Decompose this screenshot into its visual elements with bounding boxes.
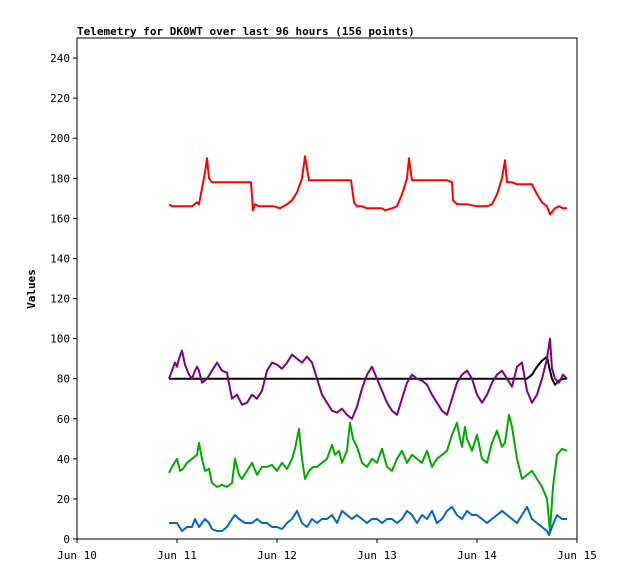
series-line-4: [168, 413, 568, 532]
x-tick-label: Jun 13: [357, 549, 397, 562]
y-tick-label: 240: [50, 52, 70, 65]
x-tick-label: Jun 10: [57, 549, 97, 562]
series-line-2: [169, 355, 567, 386]
y-tick-label: 120: [50, 293, 70, 306]
y-tick-label: 200: [50, 132, 70, 145]
chart-title: Telemetry for DK0WT over last 96 hours (…: [77, 25, 415, 38]
y-tick-label: 180: [50, 172, 70, 185]
y-tick-label: 160: [50, 212, 70, 225]
y-tick-label: 220: [50, 92, 70, 105]
x-tick-label: Jun 14: [457, 549, 497, 562]
series-line-1: [168, 155, 567, 216]
x-tick-label: Jun 11: [157, 549, 197, 562]
y-tick-label: 60: [57, 413, 70, 426]
y-tick-label: 100: [50, 333, 70, 346]
y-tick-label: 140: [50, 252, 70, 265]
plot-area: [76, 37, 578, 540]
x-axis: Jun 10 Jun 11 Jun 12 Jun 13 Jun 14 Jun 15: [57, 539, 597, 562]
y-axis: 0 20 40 60 80 100 120 140 160 180 200 220 240: [50, 52, 77, 546]
y-axis-label: Values: [25, 269, 38, 309]
series-line-5: [169, 505, 567, 536]
x-tick-label: Jun 12: [257, 549, 297, 562]
series-line-3: [168, 337, 568, 420]
y-tick-label: 80: [57, 373, 70, 386]
y-tick-label: 0: [63, 533, 70, 546]
y-tick-label: 40: [57, 453, 70, 466]
series-layer: [168, 155, 568, 536]
y-tick-label: 20: [57, 493, 70, 506]
x-tick-label: Jun 15: [557, 549, 597, 562]
